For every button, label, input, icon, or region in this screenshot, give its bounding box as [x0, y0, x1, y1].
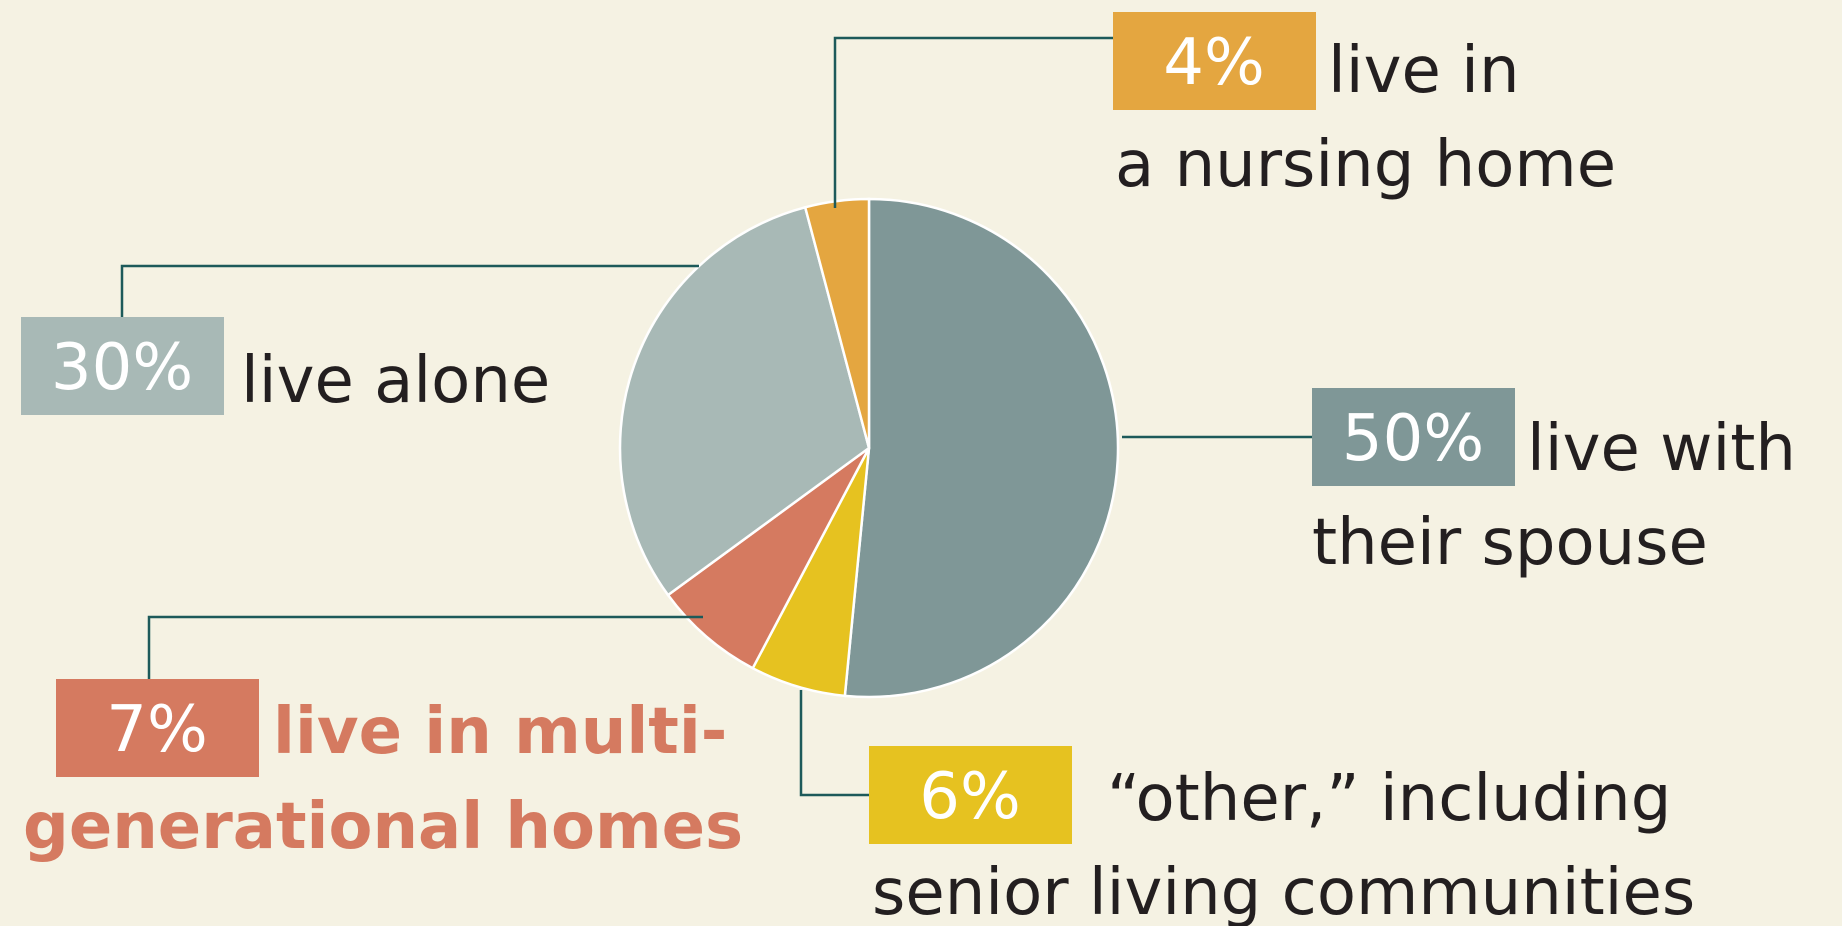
pie-slice — [803, 197, 871, 449]
value-label: 6% — [919, 760, 1021, 834]
leader-line — [833, 36, 1113, 208]
value-box — [1113, 12, 1316, 110]
value-box — [1312, 388, 1515, 486]
value-label: 7% — [106, 693, 208, 767]
value-box — [21, 317, 224, 415]
category-label: generational homes — [23, 790, 743, 864]
leader-line — [799, 690, 869, 797]
category-label: “other,” including — [1107, 762, 1671, 836]
category-label: live with — [1527, 412, 1796, 486]
pie-slice — [666, 446, 871, 670]
pie-slice — [618, 205, 871, 597]
value-box — [56, 679, 259, 777]
category-label: live alone — [241, 344, 550, 418]
leader-line — [120, 264, 699, 317]
category-label: a nursing home — [1115, 128, 1616, 202]
leader-line — [147, 615, 703, 679]
value-label: 30% — [51, 331, 193, 405]
category-label: senior living communities — [872, 856, 1695, 926]
value-label: 50% — [1342, 402, 1484, 476]
category-label: their spouse — [1312, 506, 1708, 580]
value-box — [869, 746, 1072, 844]
pie-slice — [843, 197, 1120, 699]
category-label: live in multi- — [273, 695, 727, 769]
value-label: 4% — [1163, 26, 1265, 100]
category-label: live in — [1328, 34, 1520, 108]
